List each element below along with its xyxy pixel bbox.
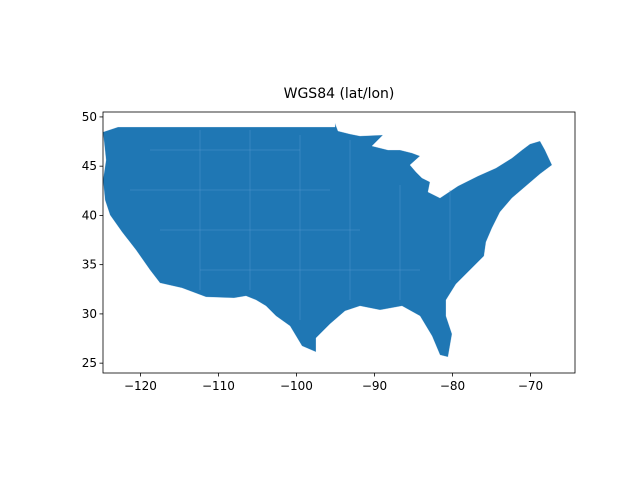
y-tick-label: 40 [82,208,97,222]
map-title: WGS84 (lat/lon) [284,86,395,102]
x-tick-label: −100 [280,379,313,393]
county-lines [130,130,451,320]
y-tick-label: 30 [82,307,97,321]
x-tick-label: −70 [518,379,543,393]
y-tick-label: 45 [82,159,97,173]
x-tick-label: −80 [440,379,465,393]
x-tick-label: −120 [124,379,157,393]
us-counties [102,122,553,358]
y-tick-label: 35 [82,258,97,272]
y-tick-label: 50 [82,110,97,124]
x-tick-label: −90 [362,379,387,393]
county-border [130,130,451,320]
x-tick-label: −110 [202,379,235,393]
y-tick-label: 25 [82,356,97,370]
axes-frame [102,111,576,374]
